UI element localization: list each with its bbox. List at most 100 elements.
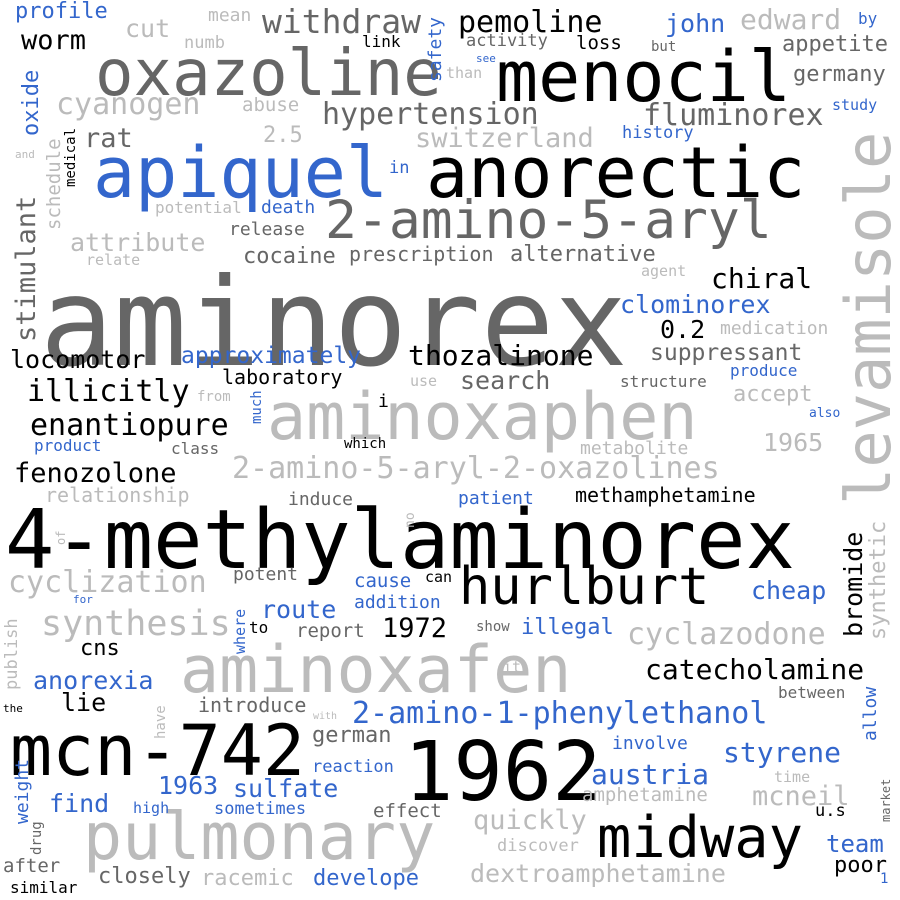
word-u.s: u.s	[815, 801, 846, 821]
word-after: after	[3, 855, 61, 877]
word-link: link	[362, 32, 401, 51]
word-safety: safety	[425, 16, 446, 82]
word-synthesis: synthesis	[41, 604, 231, 644]
word-suppressant: suppressant	[650, 340, 803, 366]
word-but: but	[651, 39, 677, 55]
word-aminoxaphen: aminoxaphen	[267, 380, 698, 455]
word-can: can	[425, 568, 453, 586]
word-worm: worm	[21, 25, 87, 56]
word-mcneil: mcneil	[752, 781, 850, 812]
word-switzerland: switzerland	[415, 123, 594, 154]
word-study: study	[832, 96, 878, 114]
word-abuse: abuse	[242, 94, 300, 116]
word-german: german	[312, 723, 392, 748]
word-find: find	[49, 789, 110, 818]
word-illicitly: illicitly	[27, 374, 190, 409]
word-closely: closely	[98, 864, 191, 889]
word-agent: agent	[641, 262, 687, 280]
word-apiquel: apiquel	[93, 132, 389, 214]
word-accept: accept	[733, 382, 813, 407]
word-potent: potent	[233, 564, 299, 585]
word-cyanogen: cyanogen	[56, 87, 201, 122]
word-appetite: appetite	[782, 32, 888, 57]
word-lie: lie	[61, 688, 107, 717]
word-potential: potential	[155, 198, 242, 217]
word-high: high	[133, 799, 170, 817]
word-0.2: 0.2	[660, 315, 706, 344]
word-austria: austria	[591, 758, 710, 791]
word-medical: medical	[63, 127, 79, 187]
word-time: time	[774, 768, 811, 786]
word-stimulant: stimulant	[11, 195, 42, 342]
word-fenozolone: fenozolone	[14, 458, 177, 489]
word-and: and	[15, 148, 35, 161]
word-sulfate: sulfate	[233, 774, 339, 803]
word-enantiopure: enantiopure	[30, 408, 229, 443]
word-methamphetamine: methamphetamine	[575, 483, 756, 507]
word-addition: addition	[354, 592, 441, 613]
word-relationship: relationship	[45, 483, 190, 507]
word-profile: profile	[15, 0, 108, 24]
word-between: between	[778, 683, 846, 702]
word-by: by	[858, 9, 878, 28]
word-cyclazodone: cyclazodone	[627, 617, 826, 652]
word-attribute: attribute	[70, 228, 206, 257]
word-john: john	[665, 9, 726, 38]
word-metabolite: metabolite	[580, 438, 689, 459]
word-locomotor: locomotor	[10, 345, 146, 374]
word-mcn-742: mcn-742	[10, 710, 306, 792]
word-similar: similar	[10, 878, 78, 897]
word-sometimes: sometimes	[214, 799, 307, 819]
word-activity: activity	[466, 31, 548, 51]
word-racemic: racemic	[201, 866, 294, 891]
word-than: than	[446, 64, 483, 82]
word-pemoline: pemoline	[458, 5, 603, 40]
word-relate: relate	[86, 251, 141, 269]
word-cyclization: cyclization	[8, 565, 207, 600]
word-where: where	[231, 608, 249, 654]
word-styrene: styrene	[723, 736, 842, 769]
word-of: of	[54, 530, 68, 545]
word-alternative: alternative	[510, 242, 656, 267]
word-develope: develope	[313, 866, 419, 891]
word-2-amino-1-phenylethanol: 2-amino-1-phenylethanol	[352, 696, 768, 731]
word-use: use	[410, 372, 438, 390]
word-structure: structure	[620, 372, 707, 391]
word-levamisole: levamisole	[832, 131, 900, 505]
word-anorexia: anorexia	[33, 666, 154, 695]
word-from: from	[197, 389, 231, 405]
word-show: show	[476, 619, 510, 635]
word-no: no	[403, 512, 418, 528]
word-catecholamine: catecholamine	[645, 653, 865, 686]
word-4-methylaminorex: 4-methylaminorex	[5, 493, 795, 588]
word-loss: loss	[576, 32, 622, 54]
word-amphetamine: amphetamine	[582, 784, 708, 806]
word-pulmonary: pulmonary	[83, 800, 436, 875]
word-1962: 1962	[404, 725, 602, 820]
word-market: market	[879, 778, 893, 822]
word-mean: mean	[208, 5, 252, 26]
word-it: it	[503, 658, 522, 676]
word-which: which	[344, 436, 387, 452]
word-synthetic: synthetic	[866, 520, 891, 640]
word-search: search	[460, 366, 551, 395]
word-quickly: quickly	[473, 805, 587, 836]
word-death: death	[261, 197, 316, 218]
word-induce: induce	[288, 489, 354, 510]
word-for: for	[73, 593, 93, 606]
word-2-amino-5-aryl-2-oxazolines: 2-amino-5-aryl-2-oxazolines	[232, 451, 720, 486]
word-discover: discover	[497, 836, 579, 856]
word-produce: produce	[730, 361, 798, 380]
word-menocil: menocil	[496, 36, 792, 118]
word-clominorex: clominorex	[620, 290, 771, 319]
word-introduce: introduce	[198, 693, 307, 717]
word-reaction: reaction	[312, 757, 394, 777]
word-fluminorex: fluminorex	[643, 98, 824, 133]
word-bromide: bromide	[839, 531, 868, 637]
word-rat: rat	[84, 123, 133, 154]
word-2-amino-5-aryl: 2-amino-5-aryl	[325, 190, 772, 251]
word-aminorex: aminorex	[40, 252, 628, 394]
word-much: much	[249, 390, 265, 424]
word-oxazoline: oxazoline	[95, 37, 442, 111]
